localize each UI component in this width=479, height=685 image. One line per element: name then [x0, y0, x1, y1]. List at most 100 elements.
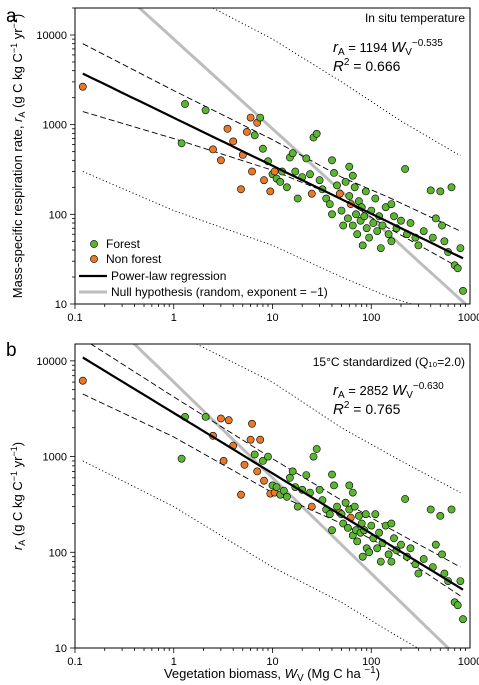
panel-a-point-non-forest	[307, 189, 316, 198]
panel-b-point-forest	[348, 488, 357, 497]
panel-a-point-forest	[426, 186, 435, 195]
panel-a-point-forest	[341, 177, 350, 186]
panel-a-point-forest	[453, 264, 462, 273]
panel-a-point-forest	[362, 224, 371, 233]
panel-a-point-forest	[328, 156, 336, 165]
panel-b-annotation: 15°C standardized (Q₁₀=2.0)	[313, 355, 465, 369]
panel-a-point-forest	[291, 167, 300, 176]
panel-b-point-forest	[201, 412, 210, 421]
panel-b-plot-area	[78, 344, 467, 648]
panel-b-point-forest	[426, 505, 435, 514]
panel-b-point-forest	[285, 473, 294, 482]
panel-a-point-non-forest	[266, 187, 275, 196]
panel-b-point-forest	[350, 502, 359, 511]
panel-b-point-forest	[293, 502, 302, 511]
panel-a-y-axis-title: Mass-specific respiration rate, rA (g C …	[9, 14, 27, 298]
panel-a-point-forest	[330, 168, 338, 177]
panel-a-point-forest	[447, 183, 456, 192]
panel-b-point-forest	[330, 481, 338, 490]
panel-a-point-non-forest	[246, 113, 255, 122]
panel-a-point-forest	[288, 149, 297, 158]
panel-a-point-forest	[348, 221, 357, 230]
panel-b-point-forest	[250, 450, 259, 459]
panel-b-point-forest	[309, 452, 318, 461]
panel-a-null-hypothesis-line	[137, 8, 468, 304]
panel-b-point-forest	[373, 544, 382, 553]
panel-b-points	[78, 376, 467, 624]
panel-b-point-forest	[438, 550, 446, 559]
panel-a-equation: rA = 1194 WV−0.535	[333, 38, 443, 58]
panel-b-point-forest	[387, 557, 396, 566]
panel-b-point-forest	[282, 492, 291, 501]
panel-a-prediction-lower-line	[82, 171, 414, 304]
panel-b-x-tick-label: 10	[266, 656, 278, 668]
panel-b-point-forest	[325, 510, 334, 519]
panel-a-point-forest	[378, 221, 387, 230]
panel-a-point-forest	[353, 230, 362, 239]
panel-a-point-forest	[322, 194, 331, 203]
panel-b-point-forest	[315, 485, 324, 494]
panel-b-point-forest	[343, 524, 352, 532]
panel-b-point-forest	[353, 537, 362, 546]
panel-b-point-forest	[401, 495, 409, 503]
panel-b-point-non-forest	[260, 476, 268, 485]
panel-a-y-ticks: 10 100 1000 10000	[36, 7, 75, 311]
panel-a-point-forest	[358, 241, 367, 250]
panel-a-r-squared: R2 = 0.666	[333, 57, 401, 75]
panel-a-point-forest	[201, 106, 210, 115]
panel-b-point-forest	[436, 512, 445, 520]
panel-b-r-squared: R2 = 0.765	[333, 400, 401, 418]
panel-a: a 0.1 1 10 100 1000 10 100 1000 10000 In situ t…	[6, 6, 479, 324]
panel-a-y-tick-label: 10	[55, 299, 67, 311]
panel-a-point-forest	[339, 221, 348, 230]
panel-b-regression-line	[82, 356, 464, 591]
panel-a-points	[78, 82, 467, 295]
panel-a-x-ticks: 0.1 1 10 100 1000	[67, 304, 479, 324]
panel-b-confidence-lower-line	[82, 393, 461, 597]
panel-b-x-ticks: 0.1 1 10 100 1000	[67, 648, 479, 668]
panel-a-plot-area	[78, 8, 468, 304]
panel-a-point-forest	[337, 206, 346, 215]
panel-b-prediction-lower-line	[82, 460, 419, 648]
panel-a-point-forest	[328, 210, 336, 219]
panel-a-point-non-forest	[260, 176, 268, 185]
panel-a-point-forest	[333, 181, 341, 190]
panel-a-y-tick-label: 1000	[43, 120, 67, 132]
panel-b-point-forest	[375, 528, 383, 537]
panel-a-point-forest	[456, 244, 465, 252]
panel-a-x-tick-label: 1	[171, 312, 177, 324]
panel-b-point-non-forest	[307, 502, 316, 511]
panel-a-point-forest	[459, 286, 467, 295]
panel-b-point-forest	[328, 470, 336, 479]
panel-b-confidence-upper-line	[90, 344, 461, 568]
panel-a-point-forest	[387, 237, 396, 246]
panel-b-x-tick-label: 0.1	[67, 656, 82, 668]
panel-b-point-forest	[345, 481, 354, 490]
panel-b-point-non-forest	[240, 460, 249, 469]
panel-b-point-forest	[456, 577, 465, 585]
panel-b-y-ticks: 10 100 1000 10000	[36, 356, 75, 655]
panel-a-point-forest	[436, 187, 445, 196]
panel-a-point-non-forest	[237, 185, 245, 194]
panel-a-point-non-forest	[223, 124, 232, 133]
panel-a-point-forest	[431, 214, 440, 223]
panel-b-point-non-forest	[253, 467, 262, 476]
panel-b-point-forest	[384, 550, 393, 559]
legend-forest-label: Forest	[106, 237, 141, 251]
panel-b-point-forest	[264, 452, 272, 461]
panel-b-point-forest	[279, 486, 288, 495]
panel-b-point-non-forest	[219, 456, 228, 465]
panel-a-point-non-forest	[78, 82, 87, 91]
legend-non-forest-label: Non forest	[106, 252, 162, 266]
panel-b-x-tick-label: 1	[171, 656, 177, 668]
panel-b-point-forest	[453, 601, 462, 610]
panel-a-point-forest	[177, 139, 186, 148]
panel-b-point-forest	[431, 540, 440, 549]
panel-a-point-non-forest	[216, 156, 225, 165]
panel-a-point-forest	[350, 183, 359, 192]
panel-a-prediction-upper-line	[212, 8, 461, 157]
panel-a-annotation: In situ temperature	[365, 11, 465, 25]
panel-b-point-forest	[365, 548, 373, 557]
panel-b-y-tick-label: 100	[49, 547, 67, 559]
panel-b-point-non-forest	[237, 490, 245, 499]
